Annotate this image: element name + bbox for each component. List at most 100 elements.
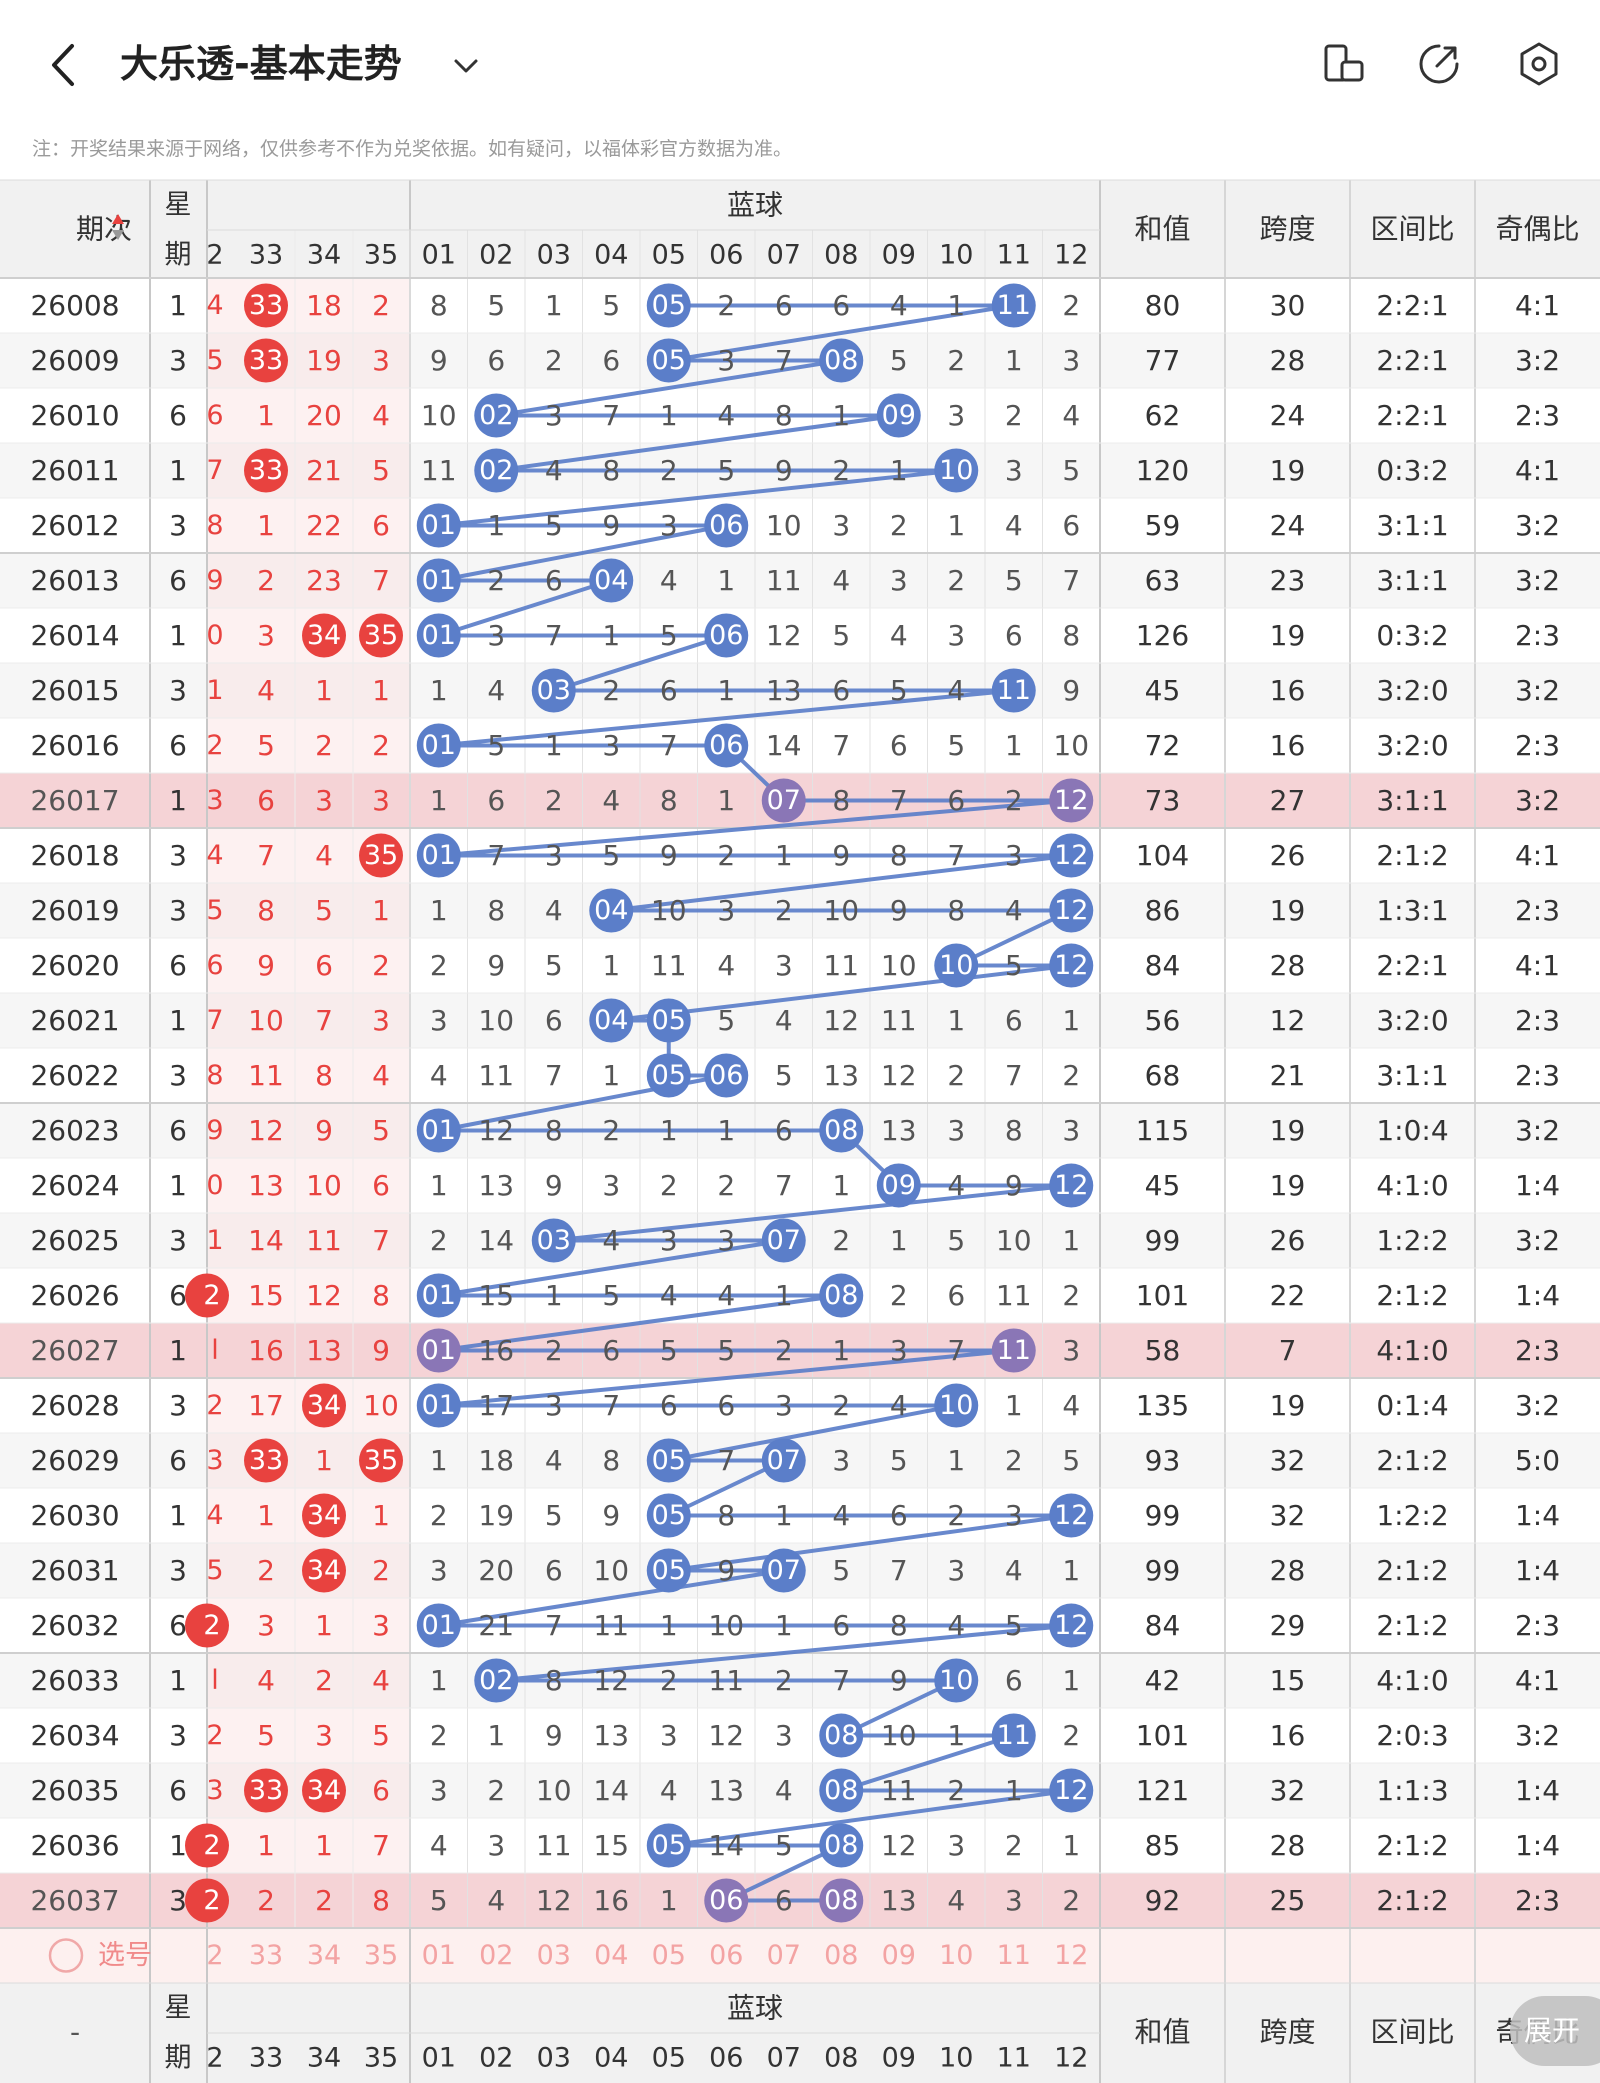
span-cell: 24 xyxy=(1270,509,1306,542)
odd-even-cell: 2:3 xyxy=(1515,1334,1560,1367)
blue-hit-ball xyxy=(761,1548,806,1593)
blue-miss-cell: 4 xyxy=(775,1004,793,1037)
blue-miss-cell: 2 xyxy=(890,509,908,542)
week-cell: 3 xyxy=(169,1059,187,1092)
week-cell: 6 xyxy=(169,1444,187,1477)
blue-miss-cell: 2 xyxy=(947,1499,965,1532)
blue-miss-cell: 1 xyxy=(660,1609,678,1642)
blue-miss-cell: 1 xyxy=(1005,344,1023,377)
front-miss-cell: 7 xyxy=(315,1004,333,1037)
blue-miss-cell: 10 xyxy=(478,1004,514,1037)
week-cell: 3 xyxy=(169,839,187,872)
blue-miss-cell: 5 xyxy=(660,1334,678,1367)
blue-miss-cell: 6 xyxy=(545,1554,563,1587)
blue-miss-cell: 5 xyxy=(832,1554,850,1587)
front-zone-bg xyxy=(207,553,410,608)
front-partial-cell: l xyxy=(211,1335,219,1366)
blue-miss-cell: 3 xyxy=(487,1829,505,1862)
week-cell: 3 xyxy=(169,1554,187,1587)
week-cell: 1 xyxy=(169,1499,187,1532)
select-blue-number: 08 xyxy=(824,1940,858,1971)
front-miss-cell: 9 xyxy=(372,1334,390,1367)
expand-button[interactable]: 展开 xyxy=(1510,1996,1600,2066)
front-ball-number: 34 xyxy=(307,1775,341,1806)
front-partial-cell: 0 xyxy=(206,1170,223,1201)
blue-hit-ball xyxy=(934,1658,979,1703)
blue-miss-cell: 11 xyxy=(996,1279,1032,1312)
week-cell: 3 xyxy=(169,509,187,542)
top-bar: 大乐透-基本走势 注：开奖结果来源于网络，仅供参考不作为兑奖依据。如有疑问，以福… xyxy=(0,0,1600,160)
blue-miss-cell: 2 xyxy=(487,1774,505,1807)
front-partial-cell: 3 xyxy=(206,1445,223,1476)
sort-down-icon[interactable] xyxy=(112,230,124,240)
blue-miss-cell: 3 xyxy=(545,1389,563,1422)
front-partial-cell: 6 xyxy=(206,950,223,981)
blue-number-header: 04 xyxy=(594,240,628,271)
front-miss-cell: 6 xyxy=(372,1169,390,1202)
blue-hit-ball xyxy=(991,1713,1036,1758)
blue-miss-cell: 11 xyxy=(766,564,802,597)
blue-miss-cell: 1 xyxy=(947,1004,965,1037)
blue-ball-number: 09 xyxy=(882,1170,916,1201)
phone-rotate-icon[interactable] xyxy=(1320,40,1368,88)
blue-miss-cell: 10 xyxy=(421,399,457,432)
front-miss-cell: 4 xyxy=(372,1664,390,1697)
front-partial-cell: 7 xyxy=(206,1005,223,1036)
blue-miss-cell: 7 xyxy=(1005,1059,1023,1092)
chevron-down-icon[interactable] xyxy=(448,48,484,84)
blue-miss-cell: 12 xyxy=(881,1059,917,1092)
odd-even-cell: 2:3 xyxy=(1515,399,1560,432)
blue-miss-cell: 7 xyxy=(545,619,563,652)
odd-even-cell: 2:3 xyxy=(1515,1609,1560,1642)
select-radio-icon[interactable] xyxy=(48,1938,84,1973)
blue-miss-cell: 1 xyxy=(1005,1774,1023,1807)
blue-miss-cell: 6 xyxy=(1005,619,1023,652)
blue-miss-cell: 5 xyxy=(602,839,620,872)
blue-ball-number: 06 xyxy=(709,1060,743,1091)
blue-hit-ball xyxy=(1049,1493,1094,1538)
sum-cell: 77 xyxy=(1145,344,1181,377)
front-zone-bg xyxy=(207,498,410,553)
blue-miss-cell: 1 xyxy=(1005,729,1023,762)
zone-ratio-cell: 3:1:1 xyxy=(1376,1059,1448,1092)
period-cell: 26029 xyxy=(30,1444,119,1477)
chevron-left-icon[interactable] xyxy=(40,40,90,90)
front-partial-cell: 5 xyxy=(206,895,223,926)
blue-miss-cell: 5 xyxy=(1005,1609,1023,1642)
blue-miss-cell: 4 xyxy=(487,674,505,707)
front-partial-header: 2 xyxy=(206,2043,223,2074)
blue-miss-cell: 14 xyxy=(708,1829,744,1862)
blue-miss-cell: 5 xyxy=(717,1334,735,1367)
front-ball-number: 34 xyxy=(307,620,341,651)
blue-ball-number: 02 xyxy=(479,455,513,486)
front-partial-cell: 1 xyxy=(206,675,223,706)
blue-miss-cell: 2 xyxy=(430,1499,448,1532)
sort-up-icon[interactable] xyxy=(112,214,124,224)
blue-miss-cell: 5 xyxy=(545,509,563,542)
page-title[interactable]: 大乐透-基本走势 xyxy=(120,42,402,86)
blue-miss-cell: 2 xyxy=(660,1664,678,1697)
blue-miss-cell: 7 xyxy=(775,1169,793,1202)
front-zone-bg xyxy=(207,333,410,388)
share-icon[interactable] xyxy=(1415,40,1463,88)
zone-ratio-cell: 1:3:1 xyxy=(1376,894,1448,927)
period-cell: 26023 xyxy=(30,1114,119,1147)
front-number-header: 34 xyxy=(307,240,341,271)
front-miss-cell: 5 xyxy=(372,1114,390,1147)
front-partial-cell: 5 xyxy=(206,1555,223,1586)
period-cell: 26035 xyxy=(30,1774,119,1807)
zone-ratio-cell: 2:2:1 xyxy=(1376,289,1448,322)
blue-hit-ball xyxy=(646,1548,691,1593)
front-miss-cell: 13 xyxy=(248,1169,284,1202)
blue-miss-cell: 2 xyxy=(1005,1444,1023,1477)
sum-cell: 73 xyxy=(1145,784,1181,817)
blue-miss-cell: 3 xyxy=(717,1224,735,1257)
settings-icon[interactable] xyxy=(1515,40,1563,88)
sum-cell: 126 xyxy=(1136,619,1189,652)
blue-miss-cell: 6 xyxy=(602,1334,620,1367)
blue-title: 蓝球 xyxy=(727,1992,783,2025)
zone-ratio-cell: 2:1:2 xyxy=(1376,1554,1448,1587)
week-cell: 3 xyxy=(169,1719,187,1752)
blue-miss-cell: 6 xyxy=(602,344,620,377)
span-cell: 26 xyxy=(1270,1224,1306,1257)
